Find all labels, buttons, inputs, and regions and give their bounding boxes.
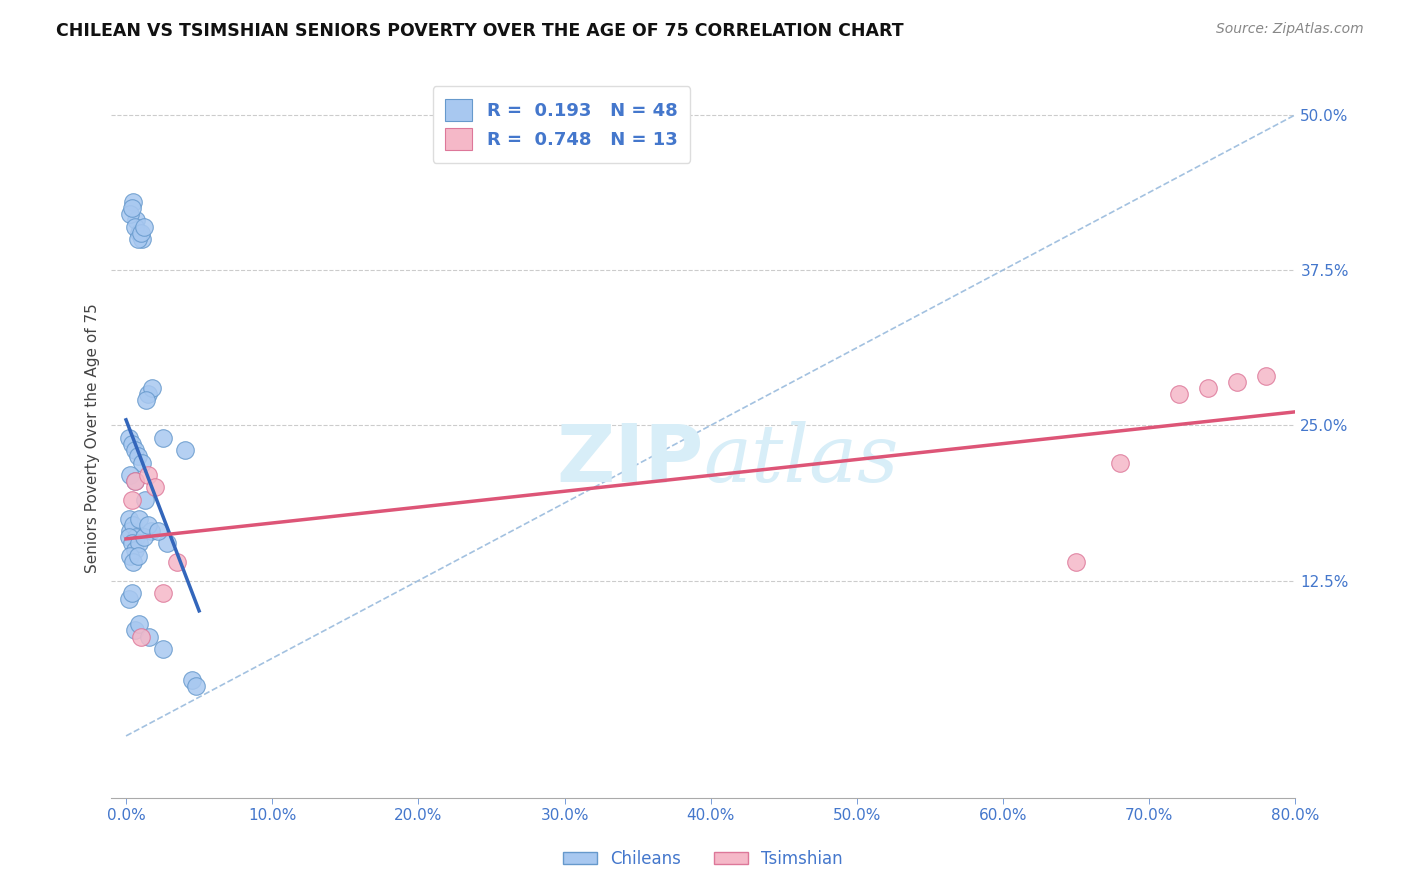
Point [1226, 375, 1249, 389]
Point [121, 201, 143, 215]
Point [128, 536, 150, 550]
Point [132, 219, 155, 234]
Point [118, 431, 141, 445]
Point [136, 517, 159, 532]
Point [138, 630, 160, 644]
Point [122, 555, 145, 569]
Point [127, 450, 149, 464]
Point [136, 468, 159, 483]
Point [152, 586, 174, 600]
Point [166, 555, 188, 569]
Point [1064, 555, 1087, 569]
Point [132, 530, 155, 544]
Legend: R =  0.193   N = 48, R =  0.748   N = 13: R = 0.193 N = 48, R = 0.748 N = 13 [433, 87, 690, 163]
Point [128, 617, 150, 632]
Point [134, 492, 156, 507]
Point [118, 592, 141, 607]
Point [131, 232, 153, 246]
Point [127, 232, 149, 246]
Point [136, 387, 159, 401]
Text: atlas: atlas [703, 421, 898, 498]
Text: Source: ZipAtlas.com: Source: ZipAtlas.com [1216, 22, 1364, 37]
Point [124, 542, 146, 557]
Point [129, 630, 152, 644]
Point [120, 468, 142, 483]
Point [135, 393, 157, 408]
Point [143, 480, 166, 494]
Point [1109, 456, 1132, 470]
Y-axis label: Seniors Poverty Over the Age of 75: Seniors Poverty Over the Age of 75 [86, 303, 100, 573]
Point [186, 679, 208, 693]
Point [128, 226, 150, 240]
Text: ZIP: ZIP [557, 420, 703, 499]
Point [125, 530, 148, 544]
Point [124, 443, 146, 458]
Point [120, 549, 142, 563]
Point [124, 624, 146, 638]
Legend: Chileans, Tsimshian: Chileans, Tsimshian [557, 844, 849, 875]
Point [152, 431, 174, 445]
Point [121, 492, 143, 507]
Point [128, 511, 150, 525]
Point [152, 642, 174, 657]
Point [1256, 368, 1278, 383]
Point [118, 511, 141, 525]
Point [118, 530, 141, 544]
Point [173, 443, 195, 458]
Point [129, 226, 152, 240]
Point [1167, 387, 1189, 401]
Point [124, 475, 146, 489]
Point [121, 536, 143, 550]
Point [148, 524, 170, 538]
Point [120, 207, 142, 221]
Point [127, 549, 149, 563]
Point [139, 524, 162, 538]
Point [141, 381, 163, 395]
Point [122, 194, 145, 209]
Point [125, 213, 148, 227]
Point [124, 475, 146, 489]
Point [1197, 381, 1219, 395]
Point [121, 586, 143, 600]
Point [131, 456, 153, 470]
Text: CHILEAN VS TSIMSHIAN SENIORS POVERTY OVER THE AGE OF 75 CORRELATION CHART: CHILEAN VS TSIMSHIAN SENIORS POVERTY OVE… [56, 22, 904, 40]
Point [124, 219, 146, 234]
Point [156, 536, 179, 550]
Point [120, 524, 142, 538]
Point [121, 437, 143, 451]
Point [122, 517, 145, 532]
Point [180, 673, 202, 687]
